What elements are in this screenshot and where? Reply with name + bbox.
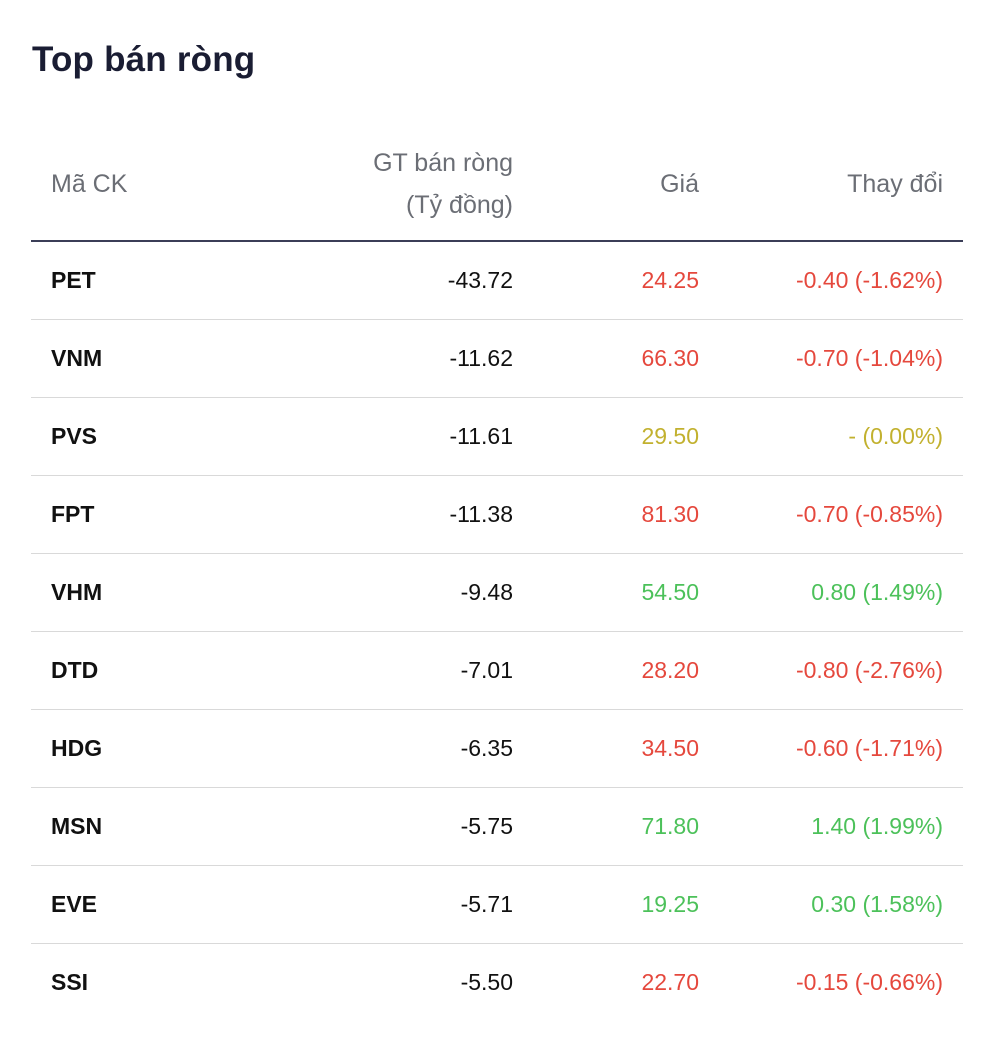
column-header-price[interactable]: Giá xyxy=(533,128,719,242)
change-cell: 1.40 (1.99%) xyxy=(719,787,963,866)
price-cell: 81.30 xyxy=(533,475,719,554)
header-row: Mã CK GT bán ròng (Tỷ đồng) Giá Thay đổi xyxy=(31,128,963,242)
table-row[interactable]: EVE -5.71 19.25 0.30 (1.58%) xyxy=(31,865,963,944)
net-sell-value-cell: -43.72 xyxy=(221,241,533,320)
widget-title: Top bán ròng xyxy=(32,40,256,79)
stock-code-cell[interactable]: VHM xyxy=(31,553,221,632)
net-sell-value-cell: -7.01 xyxy=(221,631,533,710)
price-cell: 24.25 xyxy=(533,241,719,320)
price-cell: 29.50 xyxy=(533,397,719,476)
change-cell: -0.70 (-0.85%) xyxy=(719,475,963,554)
table-row[interactable]: VHM -9.48 54.50 0.80 (1.49%) xyxy=(31,553,963,632)
net-sell-value-cell: -5.50 xyxy=(460,969,513,995)
column-header-change-label: Thay đổi xyxy=(847,170,943,198)
table-row[interactable]: DTD -7.01 28.20 -0.80 (-2.76%) xyxy=(31,631,963,710)
price-cell: 66.30 xyxy=(533,319,719,398)
net-sell-value-cell: -6.35 xyxy=(221,709,533,788)
net-sell-value-cell: -5.75 xyxy=(221,787,533,866)
table-body: PET -43.72 24.25 -0.40 (-1.62%) VNM -11.62 66.… xyxy=(31,241,963,1021)
net-sell-value-cell: -11.62 xyxy=(221,319,533,398)
change-cell: 0.30 (1.58%) xyxy=(719,865,963,944)
table-header: Mã CK GT bán ròng (Tỷ đồng) Giá Thay đổi xyxy=(31,128,963,242)
stock-code-cell[interactable]: FPT xyxy=(31,475,221,554)
table-row[interactable]: PVS -11.61 29.50- (0.00%) xyxy=(31,397,963,476)
table-row[interactable]: VNM -11.62 66.30 -0.70 (-1.04%) xyxy=(31,319,963,398)
price-cell: 54.50 xyxy=(533,553,719,632)
net-sell-table: Mã CK GT bán ròng (Tỷ đồng) Giá Thay đổi… xyxy=(31,128,963,1021)
price-cell: 22.70 xyxy=(641,969,699,995)
table-row[interactable]: FPT -11.38 81.30 -0.70 (-0.85%) xyxy=(31,475,963,554)
change-cell: 0.80 (1.49%) xyxy=(719,553,963,632)
change-cell: -0.15 (-0.66%) xyxy=(795,969,943,995)
column-header-code-label: Mã CK xyxy=(51,170,128,198)
column-header-net-value-label: GT bán ròng xyxy=(373,149,513,177)
table-row[interactable]: PET -43.72 24.25 -0.40 (-1.62%) xyxy=(31,241,963,320)
change-cell: -0.70 (-1.04%) xyxy=(719,319,963,398)
column-header-net-value-unit: (Tỷ đồng) xyxy=(406,191,513,219)
stock-code-cell[interactable]: PET xyxy=(31,241,221,320)
change-cell: -0.80 (-2.76%) xyxy=(719,631,963,710)
stock-code-cell[interactable]: EVE xyxy=(31,865,221,944)
stock-code-cell[interactable]: HDG xyxy=(31,709,221,788)
net-sell-value-cell: -5.71 xyxy=(221,865,533,944)
table-row[interactable]: HDG -6.35 34.50 -0.60 (-1.71%) xyxy=(31,709,963,788)
net-sell-value-cell: -11.38 xyxy=(221,475,533,554)
change-cell: - (0.00%) xyxy=(719,397,963,476)
column-header-net-value[interactable]: GT bán ròng (Tỷ đồng) xyxy=(221,128,533,242)
price-cell: 34.50 xyxy=(533,709,719,788)
price-cell: 19.25 xyxy=(533,865,719,944)
price-cell: 28.20 xyxy=(533,631,719,710)
stock-code-cell[interactable]: MSN xyxy=(31,787,221,866)
change-cell: -0.60 (-1.71%) xyxy=(719,709,963,788)
stock-code-cell[interactable]: PVS xyxy=(31,397,221,476)
stock-code-cell[interactable]: DTD xyxy=(31,631,221,710)
change-cell: -0.40 (-1.62%) xyxy=(719,241,963,320)
table-row[interactable]: SSI -5.50 22.70 -0.15 (-0.66%) xyxy=(31,944,963,1022)
column-header-change[interactable]: Thay đổi xyxy=(719,128,963,242)
stock-code-cell[interactable]: VNM xyxy=(31,319,221,398)
net-sell-value-cell: -11.61 xyxy=(221,397,533,476)
net-sell-value-cell: -9.48 xyxy=(221,553,533,632)
price-cell: 71.80 xyxy=(533,787,719,866)
stock-code-cell[interactable]: SSI xyxy=(51,969,89,995)
column-header-price-label: Giá xyxy=(660,170,699,198)
table-row[interactable]: MSN -5.75 71.80 1.40 (1.99%) xyxy=(31,787,963,866)
column-header-code[interactable]: Mã CK xyxy=(31,128,221,242)
